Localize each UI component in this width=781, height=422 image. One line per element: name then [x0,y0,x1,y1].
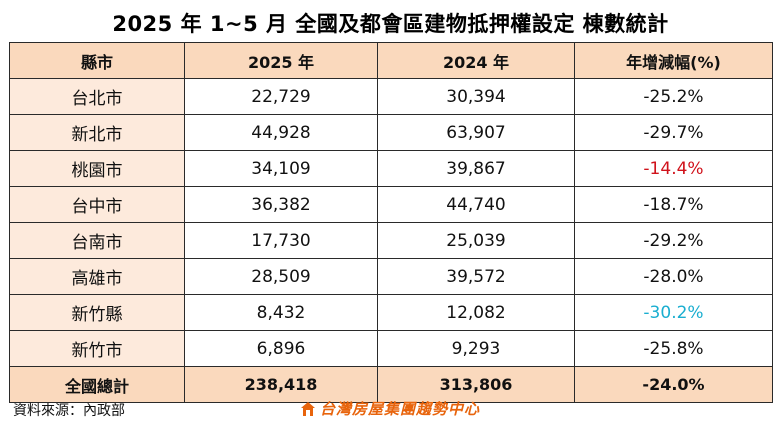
value-2024-cell: 25,039 [377,222,575,259]
city-cell: 高雄市 [9,258,185,295]
city-cell: 台北市 [9,78,185,115]
table-row: 台北市 22,729 30,394 -25.2% [9,78,773,115]
table-row: 新竹縣 8,432 12,082 -30.2% [9,294,773,331]
value-2024-cell: 30,394 [377,78,575,115]
brand-name: 台灣房屋集團趨勢中心 [320,400,481,418]
city-cell: 桃園市 [9,150,185,187]
change-cell: -29.7% [574,114,773,151]
value-2024-cell: 9,293 [377,330,575,367]
value-2024-cell: 63,907 [377,114,575,151]
city-cell: 新北市 [9,114,185,151]
value-2025-cell: 34,109 [184,150,378,187]
table-row: 桃園市 34,109 39,867 -14.4% [9,150,773,187]
change-cell: -28.0% [574,258,773,295]
table-row: 台中市 36,382 44,740 -18.7% [9,186,773,223]
page-title: 2025 年 1~5 月 全國及都會區建物抵押權設定 棟數統計 [112,12,669,36]
value-2025-cell: 36,382 [184,186,378,223]
taiwan-realty-logo-icon [301,401,315,416]
city-cell: 新竹縣 [9,294,185,331]
total-label: 全國總計 [9,366,185,403]
column-header-2025: 2025 年 [184,42,378,79]
change-cell: -30.2% [574,294,773,331]
total-change: -24.0% [574,366,773,403]
value-2025-cell: 8,432 [184,294,378,331]
change-cell: -18.7% [574,186,773,223]
table-header-row: 縣市 2025 年 2024 年 年增減幅(%) [9,42,773,79]
table-row: 新竹市 6,896 9,293 -25.8% [9,330,773,367]
column-header-2024: 2024 年 [377,42,575,79]
value-2025-cell: 28,509 [184,258,378,295]
table-total-row: 全國總計 238,418 313,806 -24.0% [9,366,773,403]
change-cell: -29.2% [574,222,773,259]
column-header-city: 縣市 [9,42,185,79]
value-2025-cell: 6,896 [184,330,378,367]
brand-footer: 台灣房屋集團趨勢中心 [300,398,480,419]
total-2024: 313,806 [377,366,575,403]
table-row: 高雄市 28,509 39,572 -28.0% [9,258,773,295]
value-2024-cell: 44,740 [377,186,575,223]
city-cell: 台南市 [9,222,185,259]
value-2025-cell: 44,928 [184,114,378,151]
statistics-table: 縣市 2025 年 2024 年 年增減幅(%) 台北市 22,729 30,394… [9,42,773,403]
change-cell: -14.4% [574,150,773,187]
value-2025-cell: 22,729 [184,78,378,115]
value-2024-cell: 12,082 [377,294,575,331]
value-2025-cell: 17,730 [184,222,378,259]
value-2024-cell: 39,572 [377,258,575,295]
table-row: 台南市 17,730 25,039 -29.2% [9,222,773,259]
column-header-change: 年增減幅(%) [574,42,773,79]
change-cell: -25.2% [574,78,773,115]
table-row: 新北市 44,928 63,907 -29.7% [9,114,773,151]
city-cell: 新竹市 [9,330,185,367]
source-note: 資料來源：內政部 [13,403,125,419]
change-cell: -25.8% [574,330,773,367]
city-cell: 台中市 [9,186,185,223]
value-2024-cell: 39,867 [377,150,575,187]
